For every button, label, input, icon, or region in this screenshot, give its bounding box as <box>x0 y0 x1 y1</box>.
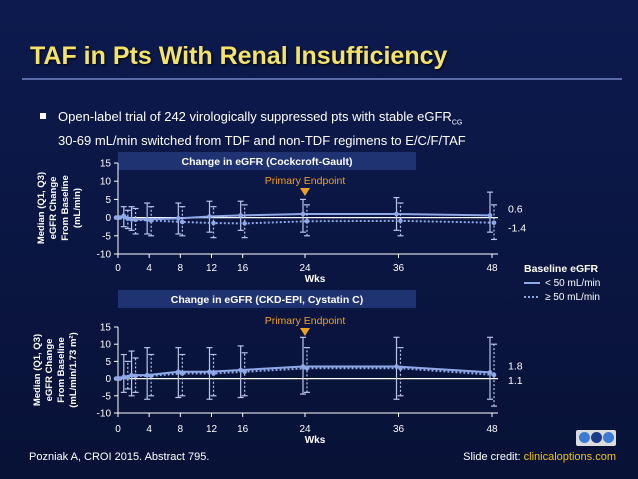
data-point <box>211 371 216 376</box>
x-tick-label: 4 <box>146 424 152 435</box>
data-point <box>117 215 123 220</box>
y-axis-label-line: eGFR Change <box>44 339 55 402</box>
y-tick-label: -5 <box>102 231 111 242</box>
y-tick-label: 0 <box>105 374 111 385</box>
data-point <box>398 365 403 371</box>
chart-title: Change in eGFR (CKD-EPI, Cystatin C) <box>171 294 364 306</box>
primary-endpoint-label: Primary Endpoint <box>265 175 346 187</box>
x-tick-label: 16 <box>237 263 249 274</box>
footer-citation: Pozniak A, CROI 2015. Abstract 795. <box>29 451 210 463</box>
y-tick-label: 10 <box>100 177 112 188</box>
x-tick-label: 0 <box>115 263 121 274</box>
data-point <box>487 213 493 218</box>
y-axis-label-line: From Baseline <box>56 337 67 402</box>
x-tick-label: 24 <box>299 263 311 274</box>
legend-label: < 50 mL/min <box>545 278 600 289</box>
y-axis-label-line: Median (Q1, Q3) <box>32 334 43 406</box>
primary-endpoint-marker-icon <box>300 328 310 336</box>
bullet-square-icon <box>40 113 46 119</box>
primary-endpoint-marker-icon <box>300 188 310 196</box>
x-tick-label: 48 <box>486 263 498 274</box>
x-tick-label: 36 <box>393 263 405 274</box>
legend-title: Baseline eGFR <box>524 263 599 275</box>
data-point <box>304 365 310 371</box>
data-point <box>129 217 134 222</box>
bullet-subscript: CG <box>451 119 463 127</box>
end-value-label: 1.8 <box>508 360 523 372</box>
x-tick-label: 24 <box>299 424 311 435</box>
x-tick-label: 8 <box>178 263 184 274</box>
data-point <box>304 218 310 224</box>
data-point <box>113 376 119 381</box>
end-value-label: -1.4 <box>508 223 526 235</box>
slide-title: TAF in Pts With Renal Insufficiency <box>30 42 448 70</box>
data-point <box>207 214 212 219</box>
data-point <box>491 220 497 225</box>
data-point <box>133 373 138 379</box>
x-tick-label: 4 <box>146 263 152 274</box>
data-point <box>176 216 181 221</box>
bullet-text: Open-label trial of 242 virologically su… <box>58 108 600 149</box>
y-tick-label: 5 <box>105 357 111 368</box>
x-tick-label: 48 <box>486 424 498 435</box>
end-value-label: 0.6 <box>508 203 523 215</box>
y-tick-label: 5 <box>105 195 111 206</box>
chart-title-band <box>118 290 416 308</box>
y-tick-label: 15 <box>100 323 112 334</box>
data-point <box>238 367 243 373</box>
data-point <box>117 376 123 381</box>
y-axis-label-line: Median (Q1, Q3) <box>36 172 47 244</box>
y-axis-label-line: From Baseline <box>60 175 71 240</box>
data-point <box>211 220 216 226</box>
title-divider <box>22 78 622 80</box>
y-tick-label: 15 <box>100 159 112 170</box>
x-tick-label: 0 <box>115 424 121 435</box>
data-point <box>121 213 127 219</box>
bullet-point: Open-label trial of 242 virologically su… <box>40 108 600 149</box>
x-tick-label: 12 <box>206 263 218 274</box>
x-tick-label: 36 <box>393 424 405 435</box>
y-tick-label: 0 <box>105 213 111 224</box>
data-point <box>394 211 399 217</box>
data-point <box>148 373 154 379</box>
y-axis-label-line: eGFR Change <box>48 177 59 240</box>
clinical-options-logo-icon <box>576 430 616 446</box>
x-tick-label: 8 <box>178 424 184 435</box>
data-point <box>394 364 399 369</box>
data-point <box>125 375 131 380</box>
data-point <box>180 371 185 376</box>
data-point <box>242 221 247 226</box>
bullet-line-1: Open-label trial of 242 virologically su… <box>58 109 452 124</box>
data-point <box>238 213 243 218</box>
x-axis-label: Wks <box>305 274 326 285</box>
legend-label: ≥ 50 mL/min <box>545 292 600 303</box>
data-point <box>125 216 131 221</box>
y-tick-label: -10 <box>97 250 112 261</box>
x-tick-label: 12 <box>206 424 218 435</box>
data-point <box>300 211 306 217</box>
data-point <box>133 217 138 223</box>
x-axis-label: Wks <box>305 435 326 446</box>
footer-credit: Slide credit: clinicaloptions.com <box>463 451 616 463</box>
footer-credit-link[interactable]: clinicaloptions.com <box>523 451 616 463</box>
x-tick-label: 16 <box>237 424 249 435</box>
data-point <box>398 218 403 224</box>
chart-title-band <box>118 152 416 170</box>
chart-title: Change in eGFR (Cockcroft-Gault) <box>182 156 353 168</box>
bullet-line-2: 30-69 mL/min switched from TDF and non-T… <box>58 132 466 148</box>
data-point <box>491 372 497 378</box>
y-tick-label: -5 <box>102 391 111 402</box>
y-tick-label: -10 <box>97 409 112 420</box>
data-point <box>242 369 247 375</box>
data-point <box>148 218 154 223</box>
data-point <box>113 215 119 220</box>
data-point <box>180 219 185 225</box>
end-value-label: 1.1 <box>508 375 523 387</box>
y-tick-label: 10 <box>100 340 112 351</box>
y-axis-label-line: (mL/min/1.73 m²) <box>68 332 79 408</box>
primary-endpoint-label: Primary Endpoint <box>265 315 346 327</box>
y-axis-label-line: (mL/min) <box>72 188 83 228</box>
footer-credit-label: Slide credit: <box>463 451 524 463</box>
